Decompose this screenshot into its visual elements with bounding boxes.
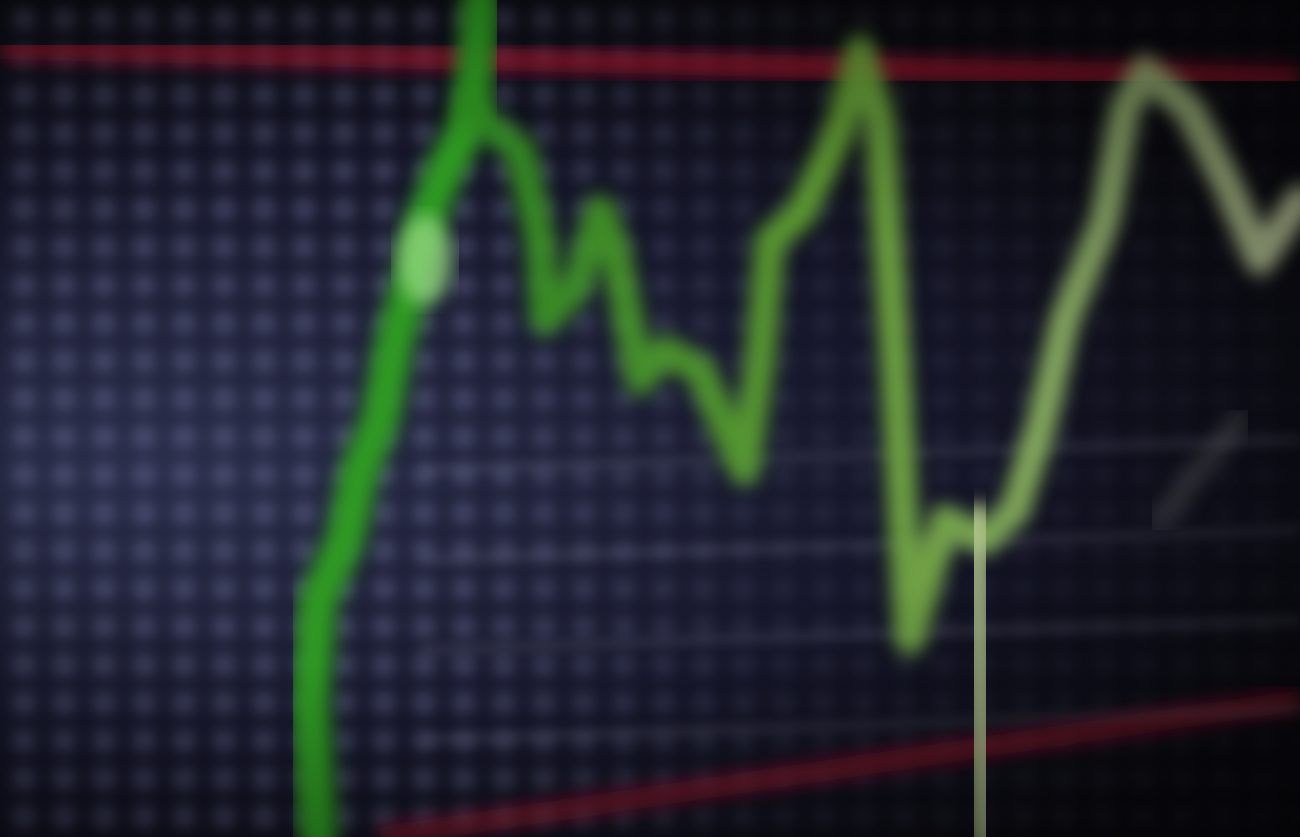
vertical-spike-trace [958, 503, 1002, 837]
faint-grid-rows [419, 437, 1300, 743]
red-reference-line-top [0, 37, 1300, 89]
red-reference-line-bottom [378, 690, 1300, 837]
faint-diagonal-trace [1149, 409, 1251, 531]
green-price-trace [291, 0, 499, 837]
green-glow-highlight [397, 215, 453, 305]
